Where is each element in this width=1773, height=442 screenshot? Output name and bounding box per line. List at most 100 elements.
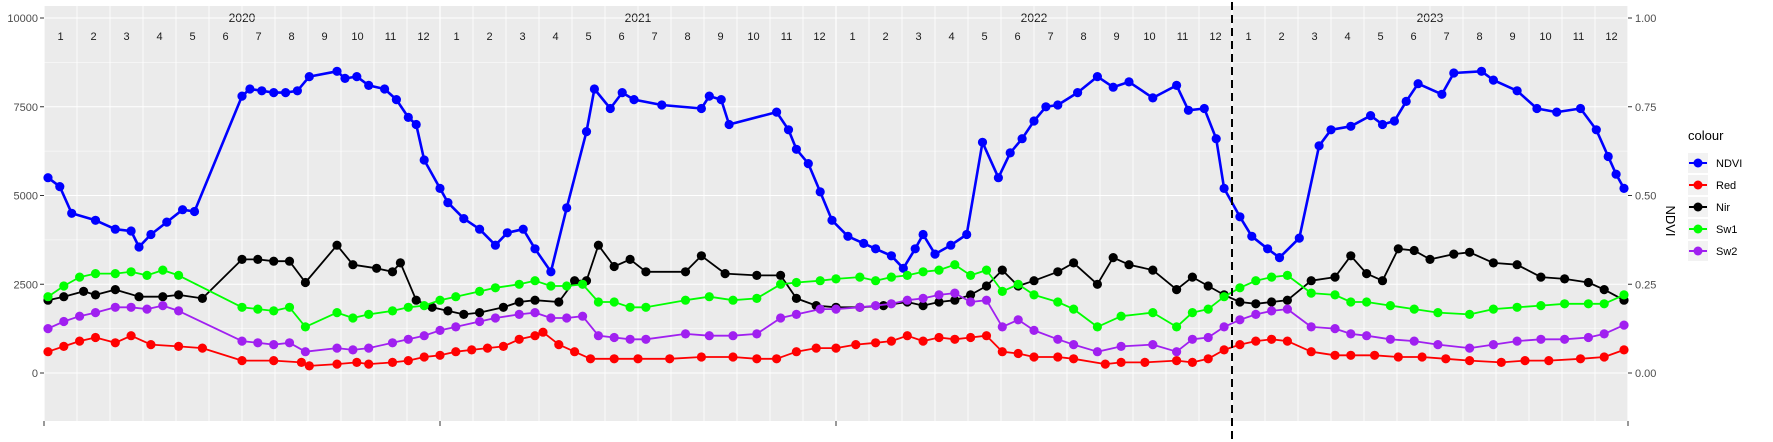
data-point-red [126, 331, 136, 341]
data-point-sw1 [1465, 309, 1475, 319]
data-point-red [1069, 354, 1079, 364]
legend-key-point [1693, 158, 1703, 168]
month-strip-label: 5 [189, 31, 195, 43]
data-point-nir [1583, 277, 1593, 288]
data-point-sw1 [1599, 299, 1609, 309]
data-point-nir [1362, 269, 1372, 279]
data-point-nir [372, 263, 382, 273]
data-point-sw1 [625, 302, 635, 312]
data-point-sw2 [578, 311, 588, 321]
data-point-ndvi [1591, 125, 1601, 135]
data-point-sw1 [593, 297, 604, 307]
data-point-sw2 [815, 304, 825, 314]
y-tick-label: 0 [32, 368, 38, 380]
data-point-ndvi [791, 144, 802, 154]
data-point-ndvi [304, 72, 314, 82]
data-point-nir [459, 309, 469, 319]
data-point-ndvi [1108, 82, 1118, 92]
data-point-red [918, 336, 928, 346]
data-point-nir [593, 240, 604, 250]
data-point-red [772, 354, 782, 364]
data-point-ndvi [1389, 116, 1399, 126]
data-point-red [1417, 352, 1427, 362]
data-point-ndvi [443, 198, 453, 208]
data-point-ndvi [1377, 119, 1388, 130]
data-point-red [1029, 352, 1039, 362]
data-point-ndvi [1274, 253, 1285, 263]
month-strip-label: 12 [813, 31, 825, 43]
data-point-ndvi [815, 187, 825, 197]
data-point-red [498, 341, 508, 351]
month-strip-label: 3 [123, 31, 129, 43]
month-strip-label: 4 [552, 31, 558, 43]
legend-label-nir: Nir [1716, 202, 1730, 214]
data-point-sw1 [902, 270, 912, 280]
data-point-ndvi [546, 267, 556, 277]
data-point-red [146, 340, 156, 350]
data-point-red [1346, 350, 1356, 360]
data-point-red [851, 340, 861, 350]
data-point-red [1140, 357, 1150, 367]
data-point-sw1 [300, 322, 310, 332]
data-point-ndvi [1247, 231, 1257, 241]
month-strip-label: 9 [1509, 31, 1515, 43]
data-point-sw1 [1512, 302, 1522, 312]
data-point-nir [1393, 244, 1403, 254]
data-point-sw2 [562, 313, 572, 323]
data-point-ndvi [1449, 68, 1459, 78]
data-point-red [791, 347, 802, 357]
data-point-sw1 [1148, 308, 1158, 318]
data-point-red [419, 352, 429, 362]
data-point-red [1496, 357, 1506, 367]
data-point-red [174, 341, 184, 351]
data-point-ndvi [843, 231, 853, 241]
month-strip-label: 12 [417, 31, 429, 43]
y-tick-label: 5000 [14, 191, 38, 203]
data-point-nir [443, 306, 453, 316]
data-point-sw1 [284, 302, 295, 312]
data-point-sw1 [1536, 301, 1546, 311]
data-point-ndvi [1488, 75, 1498, 85]
legend-key-point [1693, 224, 1703, 234]
data-point-nir [696, 251, 707, 261]
data-point-nir [1108, 253, 1118, 263]
data-point-nir [720, 269, 730, 279]
data-point-red [43, 347, 53, 357]
data-point-sw2 [1203, 332, 1213, 343]
data-point-sw2 [1235, 315, 1245, 325]
data-point-ndvi [946, 240, 956, 250]
data-point-nir [300, 277, 310, 288]
data-point-sw1 [680, 295, 691, 305]
data-point-ndvi [1235, 212, 1245, 222]
data-point-sw2 [269, 340, 279, 350]
data-point-ndvi [90, 215, 101, 225]
data-point-red [1306, 347, 1316, 357]
data-point-sw1 [546, 281, 556, 291]
data-point-nir [1536, 272, 1546, 282]
data-point-ndvi [704, 91, 714, 101]
data-point-sw1 [752, 293, 762, 303]
data-point-ndvi [403, 112, 413, 122]
data-point-sw2 [593, 331, 604, 341]
data-point-sw2 [1362, 331, 1372, 341]
data-point-ndvi [930, 249, 940, 259]
data-point-red [1393, 352, 1403, 362]
data-point-ndvi [605, 103, 615, 114]
data-point-ndvi [257, 86, 267, 96]
data-point-ndvi [189, 206, 200, 217]
legend-label-red: Red [1716, 180, 1736, 192]
data-point-sw1 [435, 295, 445, 305]
y-tick-label: 10000 [7, 13, 38, 25]
data-point-sw1 [1172, 322, 1182, 332]
data-point-red [1100, 359, 1110, 369]
data-point-ndvi [1005, 148, 1015, 158]
data-point-nir [1599, 285, 1609, 295]
month-strip-label: 10 [1539, 31, 1551, 43]
data-point-sw2 [1116, 341, 1126, 351]
data-point-sw1 [1560, 299, 1570, 309]
data-point-nir [981, 281, 992, 291]
data-point-nir [1409, 245, 1419, 256]
data-point-red [467, 345, 477, 355]
data-point-sw1 [815, 276, 825, 286]
data-point-ndvi [977, 137, 988, 147]
